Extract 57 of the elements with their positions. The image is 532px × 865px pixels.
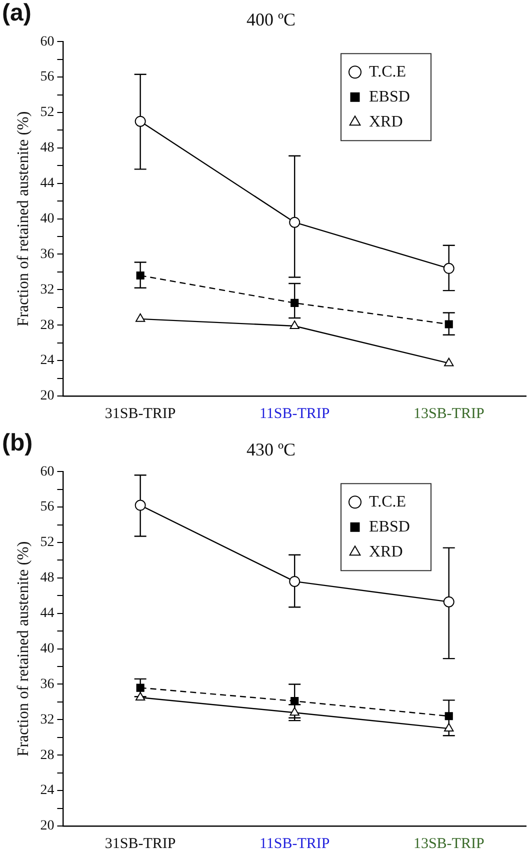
x-tick-label: 31SB-TRIP xyxy=(104,406,176,422)
x-tick-label: 13SB-TRIP xyxy=(413,406,484,422)
y-tick-label: 52 xyxy=(40,105,54,120)
point xyxy=(290,707,300,716)
y-tick-label: 28 xyxy=(40,748,54,763)
x-tick-label: 11SB-TRIP xyxy=(259,836,330,852)
y-tick-label: 36 xyxy=(40,246,54,262)
point xyxy=(136,692,146,701)
point xyxy=(444,723,454,732)
y-tick-label: 48 xyxy=(40,570,54,586)
text: (b) xyxy=(2,430,33,457)
y-tick-label: 60 xyxy=(40,464,54,480)
legend-label: XRD xyxy=(369,543,403,560)
y-tick-label: 20 xyxy=(40,818,54,834)
y-tick-label: 52 xyxy=(40,535,54,550)
point xyxy=(289,216,300,228)
chart-title: 430 ºC xyxy=(246,440,296,460)
y-tick-label: 56 xyxy=(40,70,54,85)
y-axis-title: Fraction of retained austenite (%) xyxy=(14,111,32,326)
legend-label: T.C.E xyxy=(369,63,406,80)
legend-label: T.C.E xyxy=(369,493,406,510)
x-tick-label: 13SB-TRIP xyxy=(413,836,484,852)
x-tick-label: 31SB-TRIP xyxy=(104,836,176,852)
point xyxy=(290,298,299,308)
point xyxy=(134,116,146,127)
point xyxy=(444,712,453,720)
y-tick-label: 36 xyxy=(40,676,54,692)
point xyxy=(443,596,454,608)
y-tick-label: 48 xyxy=(40,140,54,156)
y-tick-label: 24 xyxy=(40,353,54,368)
y-tick-label: 40 xyxy=(40,211,54,226)
point xyxy=(290,697,299,706)
point xyxy=(136,313,146,322)
text: (a) xyxy=(2,0,32,27)
y-tick-label: 44 xyxy=(40,606,54,622)
point xyxy=(289,576,300,587)
point xyxy=(136,271,144,280)
y-tick-label: 32 xyxy=(40,712,54,728)
y-tick-label: 28 xyxy=(40,318,54,333)
point xyxy=(444,358,454,366)
y-tick-label: 56 xyxy=(40,500,54,515)
x-tick-label: 11SB-TRIP xyxy=(259,406,330,422)
point xyxy=(290,320,300,330)
y-tick-label: 44 xyxy=(40,176,54,192)
y-tick-label: 20 xyxy=(40,388,54,404)
point xyxy=(443,262,454,274)
chart-title: 400 ºC xyxy=(246,10,296,30)
y-tick-label: 24 xyxy=(40,783,54,798)
point xyxy=(444,320,453,328)
legend-label: EBSD xyxy=(369,88,410,106)
y-axis-title: Fraction of retained austenite (%) xyxy=(14,541,32,756)
legend-label: XRD xyxy=(369,113,403,130)
legend-label: EBSD xyxy=(369,518,410,536)
y-tick-label: 60 xyxy=(40,34,54,50)
point xyxy=(134,500,146,511)
y-tick-label: 32 xyxy=(40,282,54,298)
y-tick-label: 40 xyxy=(40,641,54,656)
